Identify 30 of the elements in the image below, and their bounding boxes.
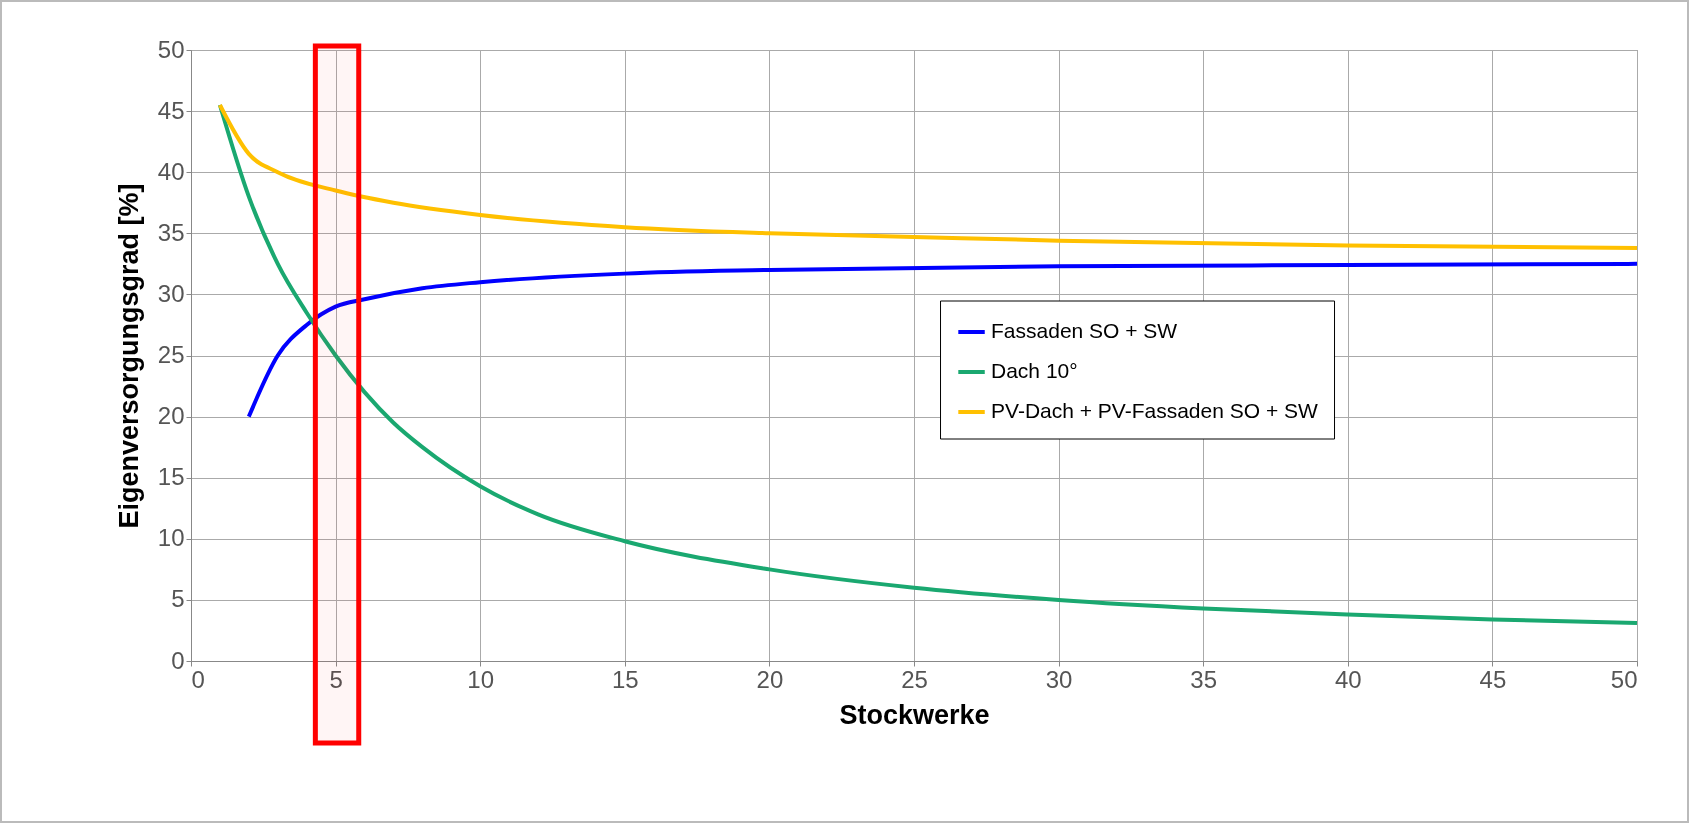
x-tick-label: 30 (1045, 665, 1073, 693)
y-tick-label: 5 (171, 585, 185, 613)
x-tick-label: 40 (1334, 665, 1362, 693)
y-tick-label: 40 (157, 157, 185, 185)
x-tick-label: 25 (901, 665, 928, 693)
y-tick-label: 30 (157, 279, 185, 307)
y-tick-label: 10 (157, 524, 185, 552)
y-tick-label: 45 (157, 96, 185, 124)
x-tick-label: 5 (329, 665, 343, 693)
line-series (246, 261, 1639, 419)
x-tick-label: 15 (611, 665, 639, 693)
legend-label: Dach 10° (991, 359, 1078, 383)
line-series (217, 102, 1639, 626)
x-tick-label: 0 (191, 665, 205, 693)
y-tick-label: 15 (157, 463, 185, 491)
legend-label: PV-Dach + PV-Fassaden SO + SW (991, 399, 1319, 423)
y-tick-label: 25 (157, 341, 185, 368)
y-tick-label: 20 (157, 402, 185, 430)
line-series (217, 102, 1639, 250)
y-tick-label: 35 (157, 218, 185, 246)
x-tick-label: 20 (756, 665, 784, 693)
x-tick-label: 45 (1479, 665, 1507, 693)
x-tick-label: 50 (1610, 665, 1638, 693)
x-tick-label: 35 (1190, 665, 1218, 693)
y-tick-label: 0 (171, 646, 185, 674)
x-tick-label: 10 (467, 665, 495, 693)
x-axis-title: Stockwerke (839, 699, 990, 730)
y-axis-title: Eigenversorgungsgrad [%] (113, 183, 144, 529)
legend-label: Fassaden SO + SW (991, 319, 1178, 343)
y-tick-label: 50 (157, 35, 185, 63)
